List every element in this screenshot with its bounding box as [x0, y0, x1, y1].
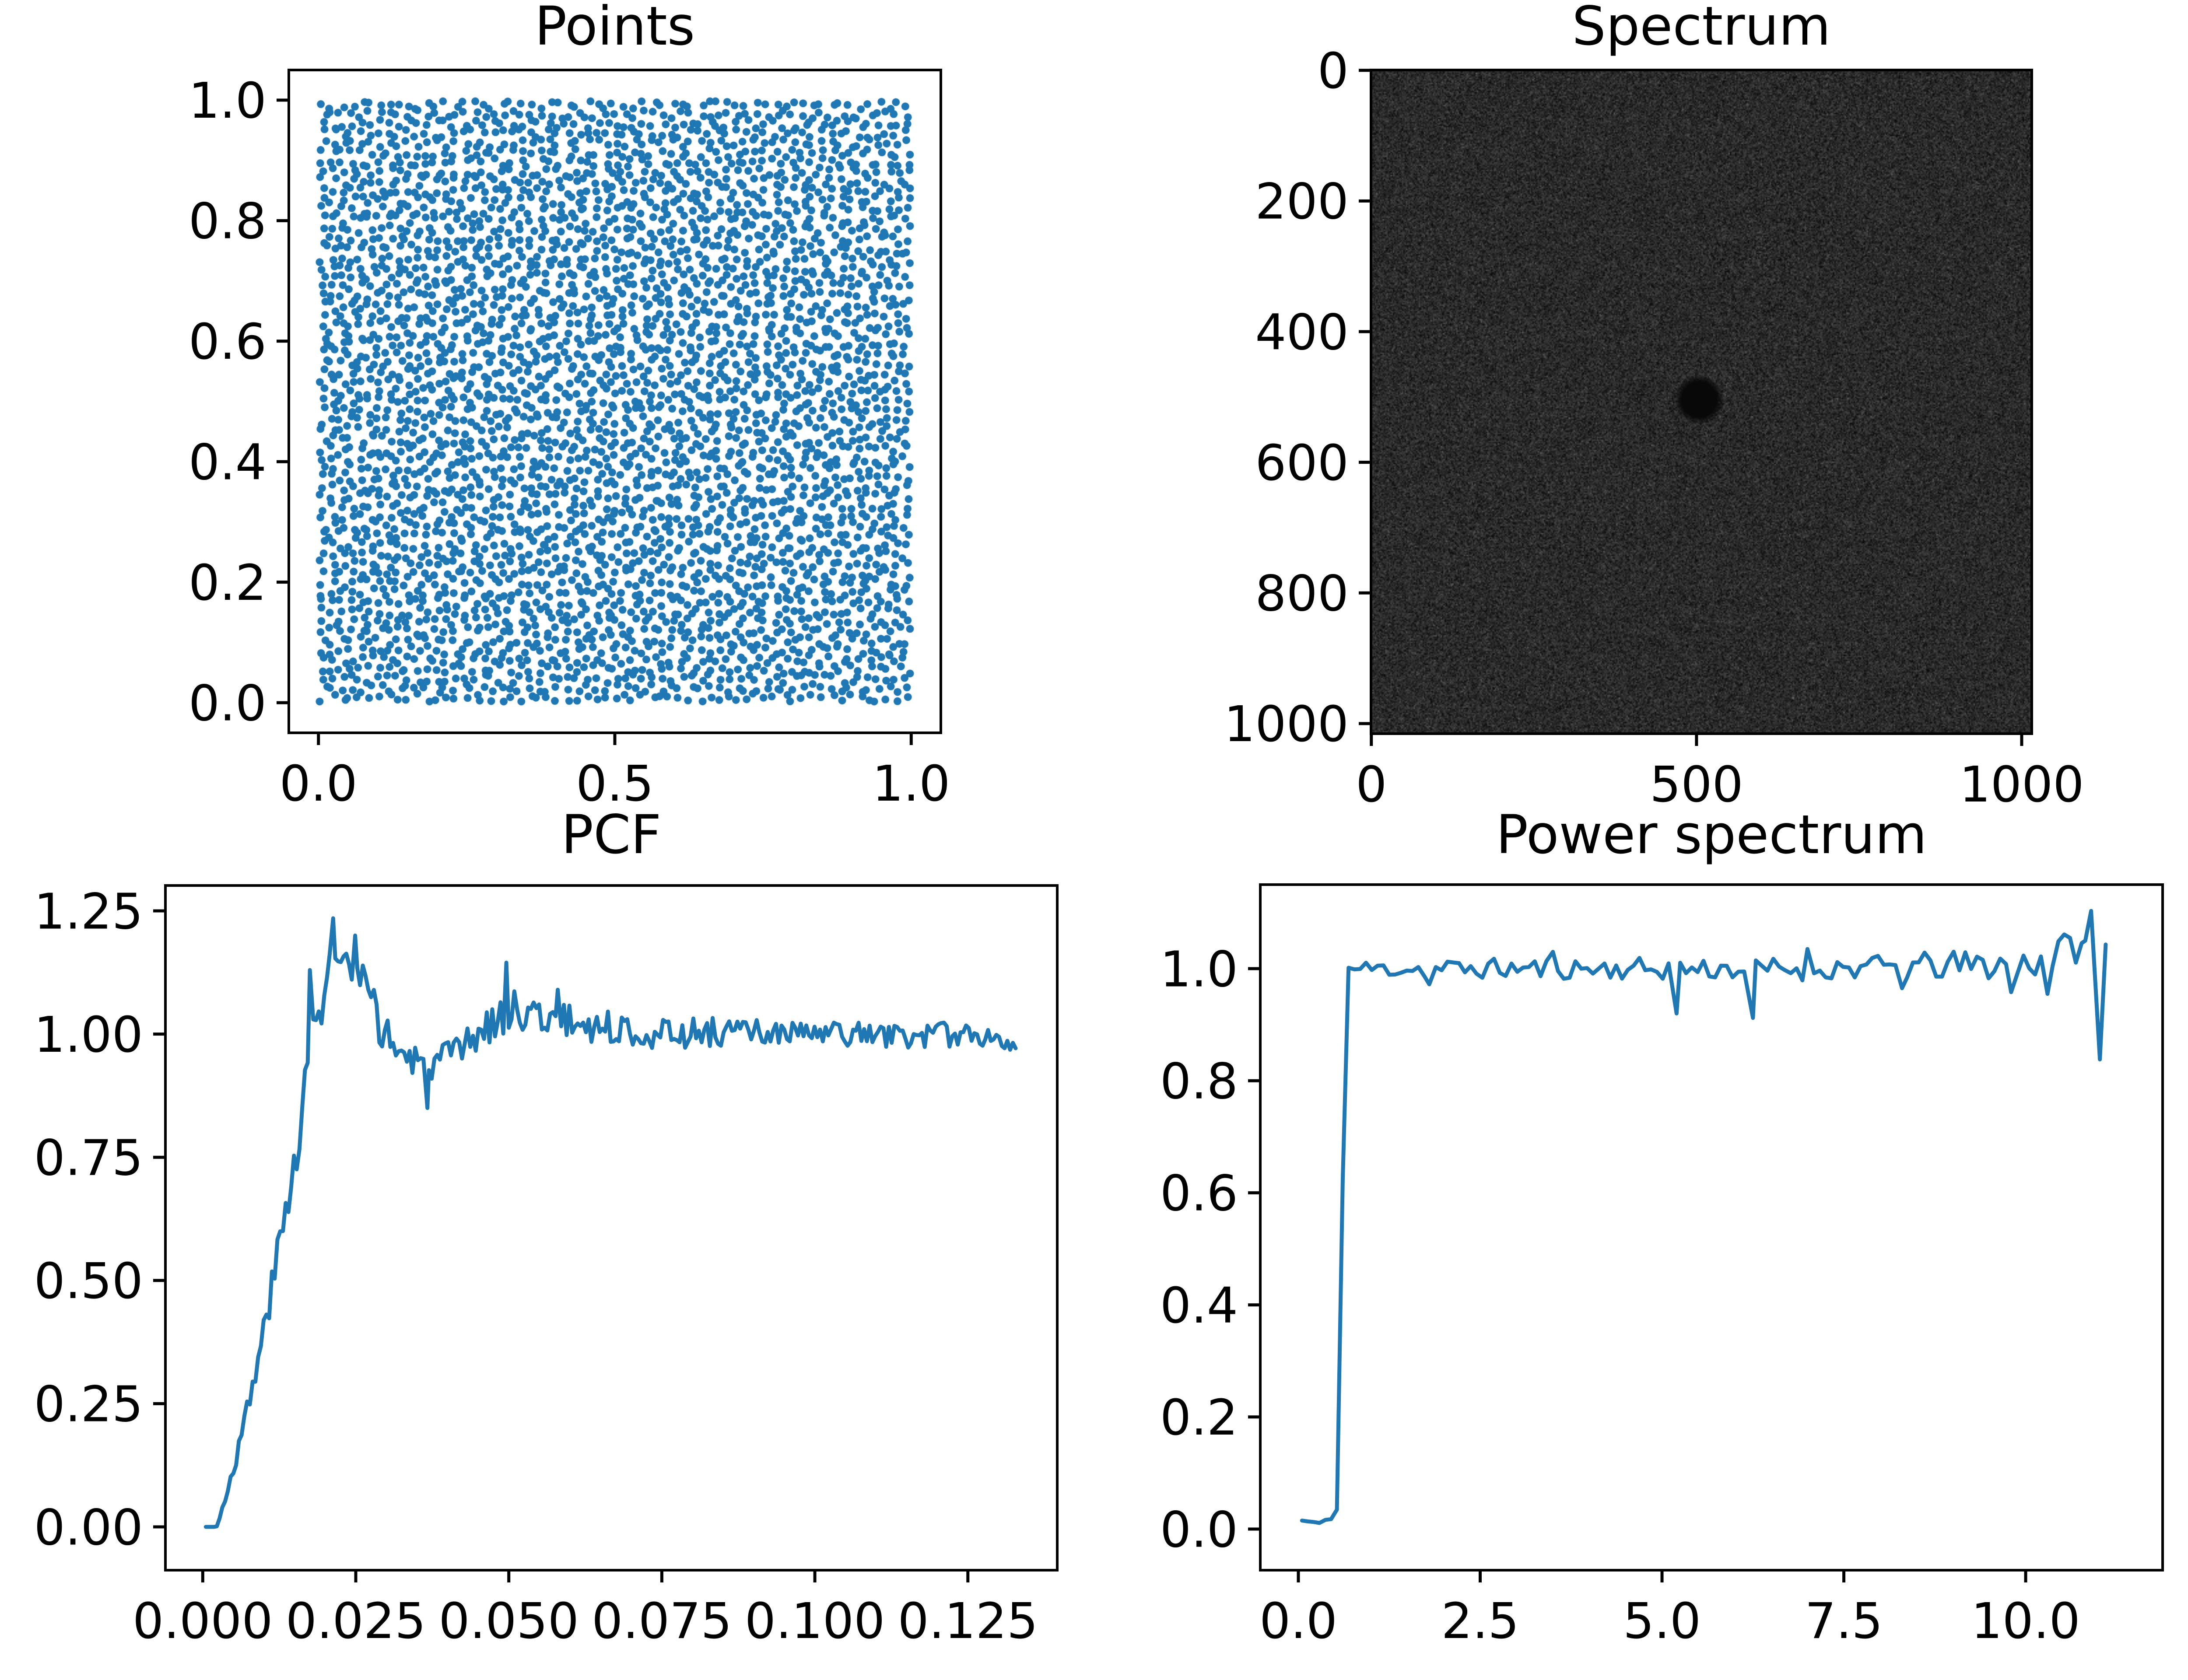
svg-text:0.8: 0.8 — [189, 193, 266, 250]
spines-2 — [164, 884, 1059, 1572]
svg-text:0.2: 0.2 — [1160, 1390, 1238, 1446]
svg-text:0.25: 0.25 — [34, 1376, 143, 1433]
svg-text:7.5: 7.5 — [1805, 1593, 1883, 1650]
svg-text:800: 800 — [1255, 566, 1349, 623]
svg-text:0.0: 0.0 — [280, 756, 358, 812]
svg-text:10.0: 10.0 — [1971, 1593, 2080, 1650]
spines-3 — [1259, 883, 2164, 1572]
spectrum-image-canvas — [1371, 70, 2032, 734]
svg-text:5.0: 5.0 — [1623, 1593, 1701, 1650]
svg-text:1.25: 1.25 — [34, 883, 143, 940]
svg-text:0.025: 0.025 — [286, 1593, 426, 1650]
svg-text:0.50: 0.50 — [34, 1253, 143, 1310]
spectrum-title: Spectrum — [1572, 0, 1831, 57]
svg-text:1.00: 1.00 — [34, 1007, 143, 1064]
points-title: Points — [534, 0, 695, 57]
svg-text:0.8: 0.8 — [1160, 1054, 1238, 1110]
svg-text:0.0: 0.0 — [1259, 1593, 1337, 1650]
svg-text:1000: 1000 — [1959, 756, 2084, 813]
svg-text:200: 200 — [1255, 174, 1349, 231]
svg-text:600: 600 — [1255, 435, 1349, 492]
svg-text:0.000: 0.000 — [133, 1593, 273, 1650]
axes-0: 0.0 0.5 1.0 0.0 0.2 0.4 0.6 0.8 1.0 — [189, 69, 950, 812]
svg-text:0.2: 0.2 — [189, 555, 266, 612]
svg-text:500: 500 — [1650, 756, 1743, 813]
svg-text:1.0: 1.0 — [1160, 941, 1238, 998]
svg-text:0.6: 0.6 — [1160, 1166, 1238, 1222]
svg-text:400: 400 — [1255, 304, 1349, 361]
svg-text:0.075: 0.075 — [592, 1593, 732, 1650]
svg-text:1.0: 1.0 — [189, 73, 266, 130]
svg-text:0.4: 0.4 — [1160, 1278, 1238, 1334]
power-spectrum-line — [1300, 909, 2108, 1525]
svg-text:1.0: 1.0 — [872, 756, 950, 812]
pcf-line — [203, 916, 1018, 1529]
svg-text:2.5: 2.5 — [1441, 1593, 1519, 1650]
svg-text:0.100: 0.100 — [745, 1593, 885, 1650]
spines-0 — [288, 69, 942, 734]
svg-text:0.75: 0.75 — [34, 1130, 143, 1187]
y-ticks-0: 0.0 0.2 0.4 0.6 0.8 1.0 — [189, 73, 289, 732]
x-ticks-2: 0.000 0.025 0.050 0.075 0.100 0.125 — [133, 1570, 1038, 1650]
svg-text:0.4: 0.4 — [189, 434, 266, 491]
svg-text:0.0: 0.0 — [189, 675, 266, 732]
x-ticks-3: 0.0 2.5 5.0 7.5 10.0 — [1259, 1570, 2080, 1650]
pcf-title: PCF — [561, 804, 662, 866]
x-ticks-0: 0.0 0.5 1.0 — [280, 733, 950, 812]
svg-text:0.0: 0.0 — [1160, 1502, 1238, 1558]
svg-text:0.125: 0.125 — [898, 1593, 1038, 1650]
spines-1 — [1370, 69, 2033, 735]
x-ticks-1: 0 500 1000 — [1356, 734, 2084, 813]
axes-3: 0.0 2.5 5.0 7.5 10.0 0.0 0.2 0.4 0.6 0.8 1.0 — [1160, 883, 2164, 1650]
svg-text:0.5: 0.5 — [576, 756, 654, 812]
svg-text:0: 0 — [1356, 756, 1387, 813]
y-ticks-3: 0.0 0.2 0.4 0.6 0.8 1.0 — [1160, 941, 1260, 1558]
y-ticks-1: 0 200 400 600 800 1000 — [1224, 43, 1371, 753]
svg-text:0.6: 0.6 — [189, 314, 266, 371]
svg-text:1000: 1000 — [1224, 696, 1349, 753]
axes-2: 0.000 0.025 0.050 0.075 0.100 0.1250.000.250.… — [34, 883, 1059, 1650]
svg-text:0: 0 — [1318, 43, 1349, 100]
points-scatter-canvas — [289, 70, 941, 733]
y-ticks-2: 0.00 0.25 0.50 0.75 1.00 1.25 — [34, 883, 165, 1556]
power-spectrum-title: Power spectrum — [1496, 804, 1927, 866]
svg-text:0.050: 0.050 — [438, 1593, 579, 1650]
svg-text:0.00: 0.00 — [34, 1499, 143, 1556]
